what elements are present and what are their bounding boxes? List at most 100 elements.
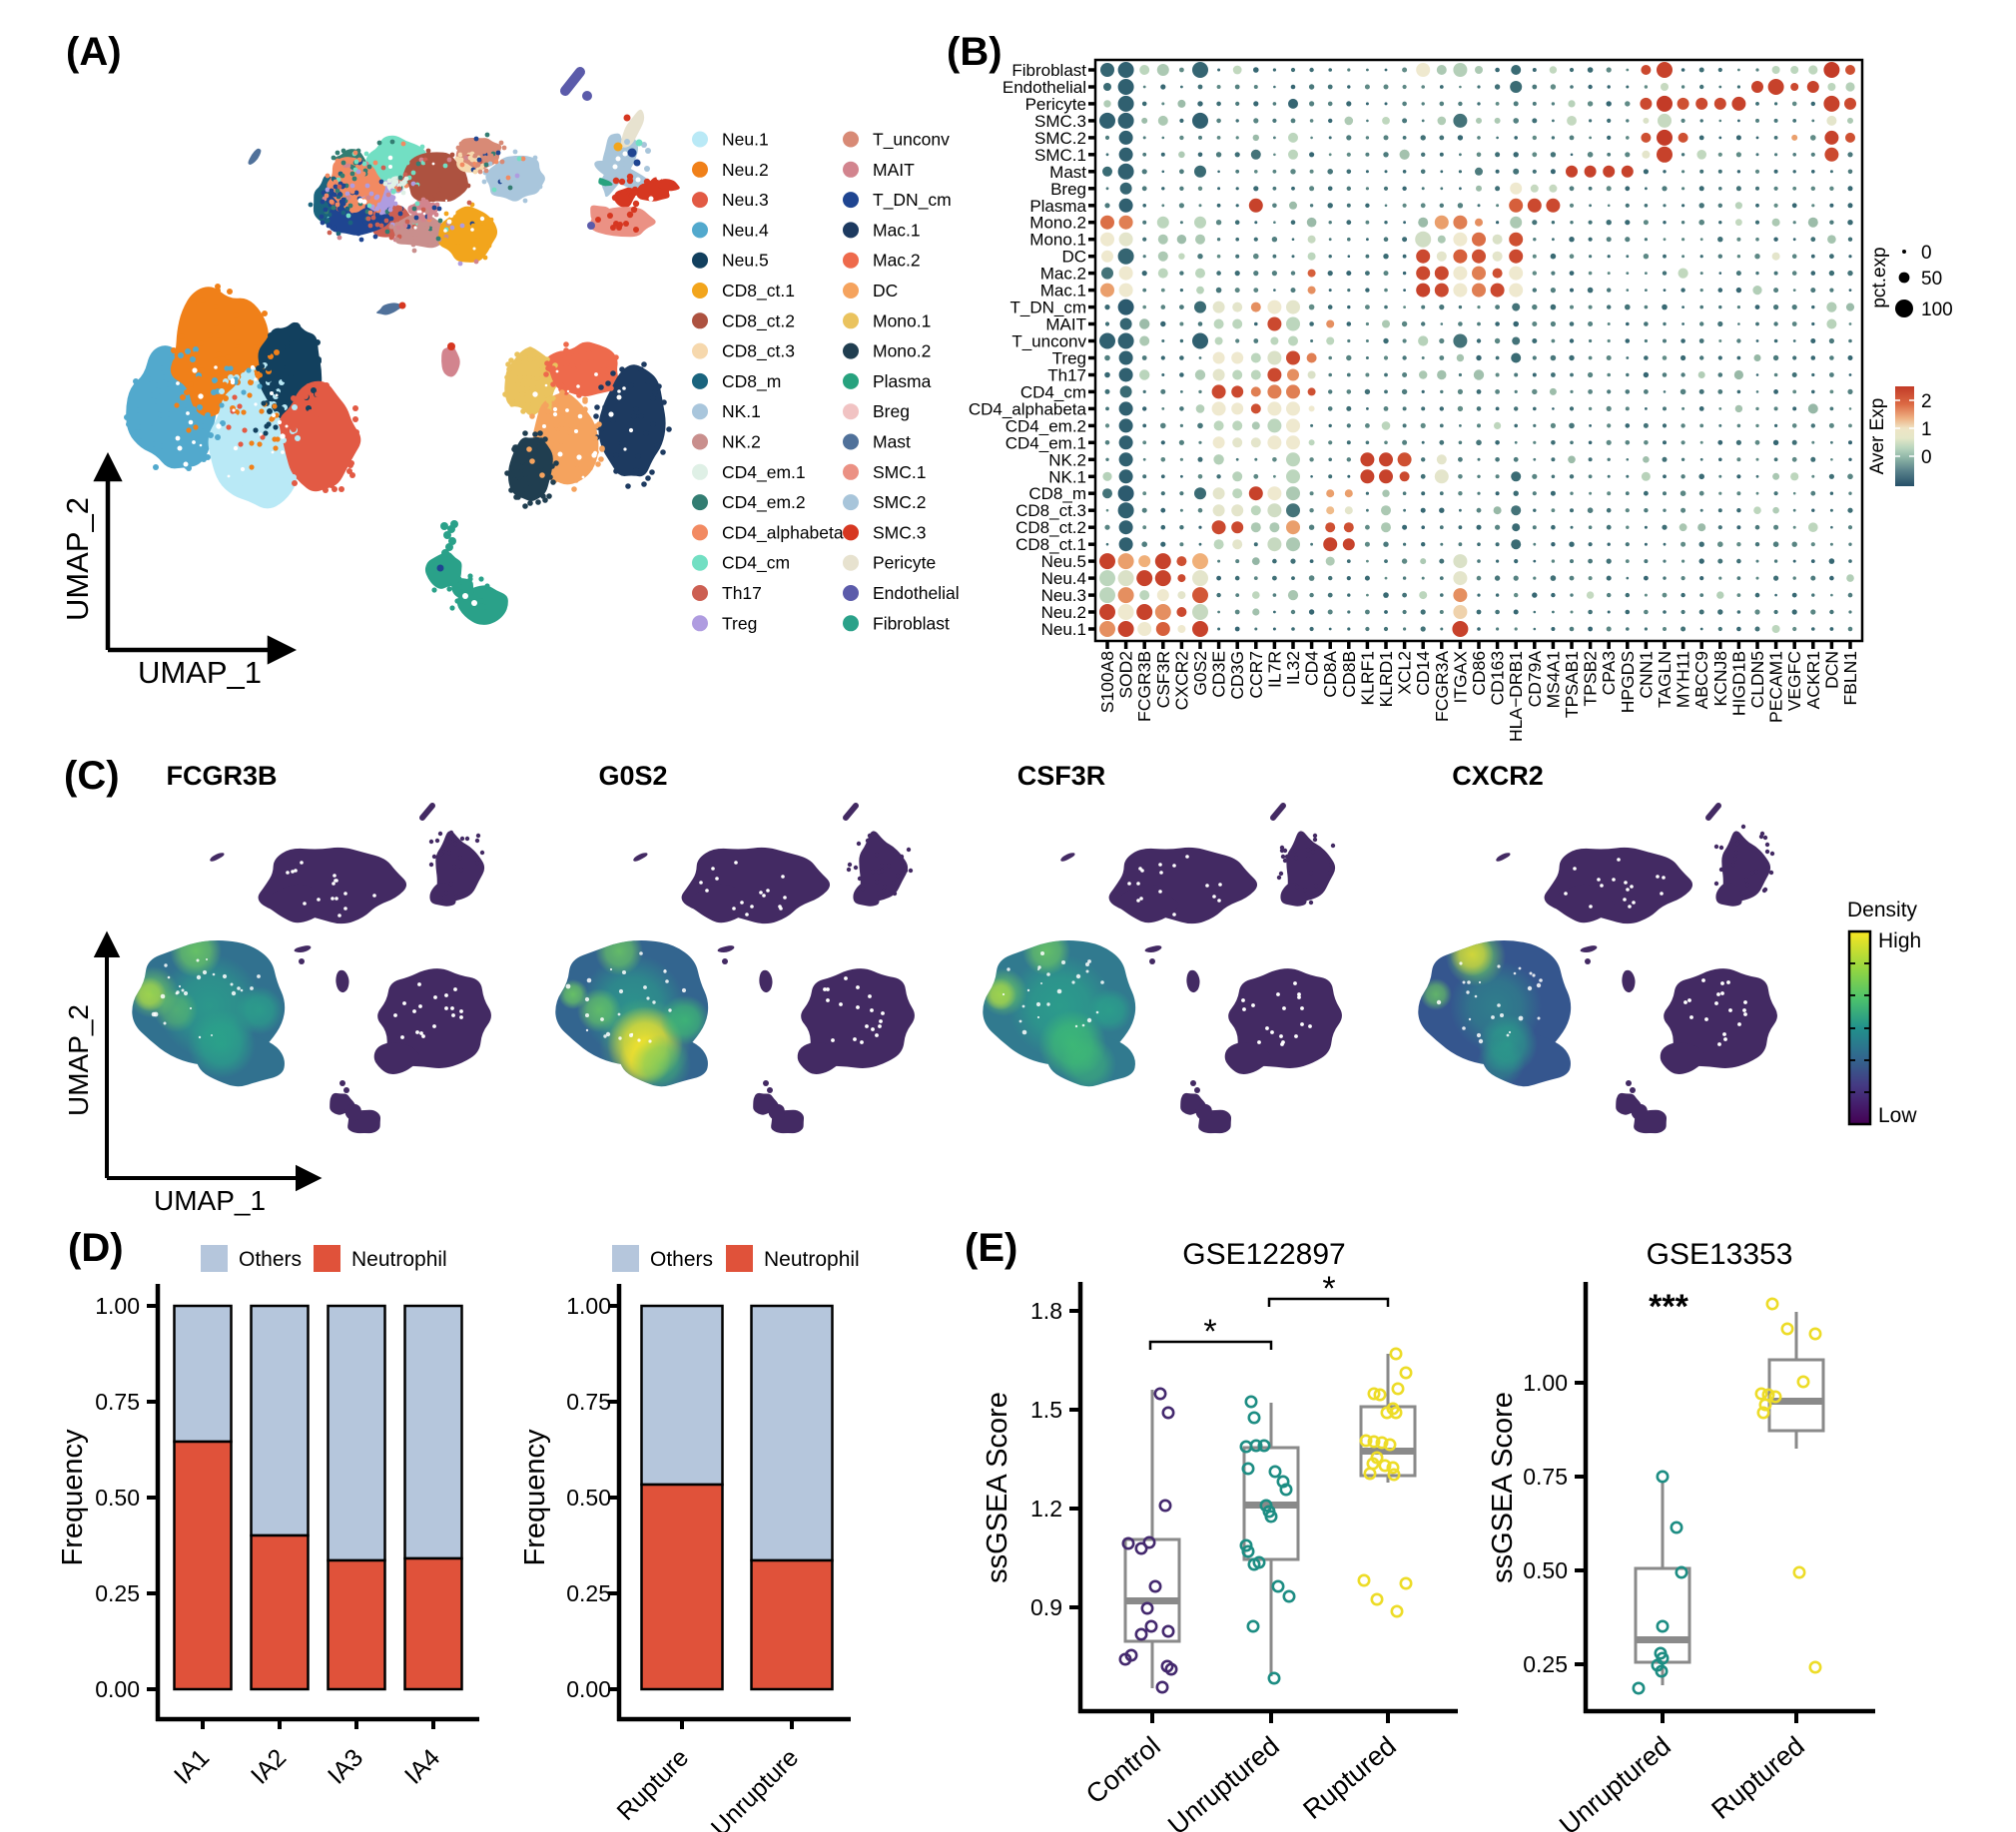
svg-text:DC: DC xyxy=(1061,248,1086,267)
svg-text:0.75: 0.75 xyxy=(95,1389,140,1415)
svg-text:T_DN_cm: T_DN_cm xyxy=(873,190,952,211)
svg-text:*: * xyxy=(1322,1270,1335,1308)
svg-text:Mono.2: Mono.2 xyxy=(1029,214,1086,233)
svg-text:1.5: 1.5 xyxy=(1030,1397,1062,1423)
svg-text:MAIT: MAIT xyxy=(1045,315,1086,334)
svg-text:CD8_m: CD8_m xyxy=(1028,484,1086,503)
svg-text:(E): (E) xyxy=(965,1226,1017,1270)
svg-text:UMAP_2: UMAP_2 xyxy=(63,1004,94,1116)
svg-text:SMC.2: SMC.2 xyxy=(873,492,926,512)
svg-text:1.00: 1.00 xyxy=(95,1293,140,1319)
svg-text:CD8B: CD8B xyxy=(1339,651,1359,698)
svg-text:IA4: IA4 xyxy=(399,1743,445,1789)
svg-text:MS4A1: MS4A1 xyxy=(1543,651,1563,708)
svg-text:CD8_ct.3: CD8_ct.3 xyxy=(1015,501,1086,520)
svg-text:0.25: 0.25 xyxy=(566,1580,611,1606)
svg-text:CD14: CD14 xyxy=(1413,651,1433,696)
svg-text:NK.2: NK.2 xyxy=(1048,450,1086,469)
svg-text:UMAP_2: UMAP_2 xyxy=(60,497,95,621)
svg-text:CD4_cm: CD4_cm xyxy=(722,553,790,574)
svg-text:XCL2: XCL2 xyxy=(1395,651,1415,695)
svg-text:Ruptured: Ruptured xyxy=(1297,1731,1401,1825)
svg-text:Rupture: Rupture xyxy=(612,1743,695,1826)
svg-text:CD8_ct.2: CD8_ct.2 xyxy=(1015,518,1086,537)
svg-text:Mast: Mast xyxy=(873,432,911,452)
svg-text:Endothelial: Endothelial xyxy=(873,583,960,603)
svg-text:Mac.2: Mac.2 xyxy=(1040,265,1086,284)
svg-text:G0S2: G0S2 xyxy=(598,761,667,791)
svg-text:IL7R: IL7R xyxy=(1264,651,1284,688)
svg-text:pct.exp: pct.exp xyxy=(1869,247,1890,307)
svg-text:CD8_ct.2: CD8_ct.2 xyxy=(722,310,795,331)
svg-text:CPA3: CPA3 xyxy=(1599,651,1619,695)
svg-text:Mono.1: Mono.1 xyxy=(1029,231,1086,250)
svg-text:TPSB2: TPSB2 xyxy=(1581,651,1601,706)
svg-text:KCNJ8: KCNJ8 xyxy=(1710,651,1730,706)
svg-text:CD4: CD4 xyxy=(1302,651,1322,686)
svg-text:IA3: IA3 xyxy=(323,1743,368,1789)
svg-text:CD4_em.2: CD4_em.2 xyxy=(722,492,806,513)
svg-text:PECAM1: PECAM1 xyxy=(1766,651,1786,723)
svg-text:(B): (B) xyxy=(947,30,1003,74)
svg-text:0.75: 0.75 xyxy=(566,1389,611,1415)
svg-text:MYH11: MYH11 xyxy=(1674,651,1693,708)
svg-text:Breg: Breg xyxy=(873,401,910,421)
svg-text:*: * xyxy=(1203,1313,1216,1351)
svg-text:0.75: 0.75 xyxy=(1523,1464,1568,1490)
svg-text:NK.1: NK.1 xyxy=(1048,467,1086,486)
svg-text:Frequency: Frequency xyxy=(57,1429,89,1566)
svg-text:HPGDS: HPGDS xyxy=(1618,651,1638,713)
svg-text:CCR7: CCR7 xyxy=(1246,651,1266,699)
svg-text:0.50: 0.50 xyxy=(1523,1557,1568,1583)
svg-text:GSE122897: GSE122897 xyxy=(1182,1238,1345,1271)
svg-text:Ruptured: Ruptured xyxy=(1705,1731,1809,1825)
svg-text:T_DN_cm: T_DN_cm xyxy=(1009,299,1086,317)
svg-text:T_unconv: T_unconv xyxy=(873,130,950,151)
svg-text:CSF3R: CSF3R xyxy=(1153,651,1173,708)
svg-text:FBLN1: FBLN1 xyxy=(1840,651,1860,705)
svg-text:Mono.2: Mono.2 xyxy=(873,341,931,361)
svg-text:ssGSEA Score: ssGSEA Score xyxy=(982,1392,1013,1583)
svg-text:SOD2: SOD2 xyxy=(1116,651,1136,699)
svg-text:SMC.3: SMC.3 xyxy=(873,522,926,542)
svg-text:CD4_cm: CD4_cm xyxy=(1020,382,1086,401)
svg-text:(D): (D) xyxy=(68,1226,124,1270)
svg-text:Neutrophil: Neutrophil xyxy=(351,1248,447,1271)
svg-text:CLDN5: CLDN5 xyxy=(1747,651,1767,708)
svg-text:1.00: 1.00 xyxy=(566,1293,611,1319)
svg-text:CD4_em.2: CD4_em.2 xyxy=(1006,416,1086,435)
svg-text:2: 2 xyxy=(1921,391,1932,412)
svg-text:CD4_alphabeta: CD4_alphabeta xyxy=(969,399,1087,418)
svg-text:0.25: 0.25 xyxy=(1523,1651,1568,1677)
svg-text:TAGLN: TAGLN xyxy=(1655,651,1675,708)
svg-text:High: High xyxy=(1878,929,1921,952)
svg-text:CD8_ct.1: CD8_ct.1 xyxy=(1015,535,1086,554)
svg-text:(A): (A) xyxy=(66,30,122,74)
svg-text:S100A8: S100A8 xyxy=(1097,651,1117,713)
svg-text:Breg: Breg xyxy=(1050,180,1086,199)
svg-text:Neu.3: Neu.3 xyxy=(722,190,769,210)
svg-text:0.50: 0.50 xyxy=(566,1485,611,1511)
svg-text:SMC.1: SMC.1 xyxy=(1034,146,1086,165)
svg-text:DCN: DCN xyxy=(1821,651,1841,689)
svg-text:0.50: 0.50 xyxy=(95,1485,140,1511)
svg-text:Density: Density xyxy=(1847,899,1918,921)
svg-text:Mac.2: Mac.2 xyxy=(873,251,921,271)
svg-text:Frequency: Frequency xyxy=(519,1429,551,1566)
svg-text:HLA−DRB1: HLA−DRB1 xyxy=(1506,651,1526,742)
svg-text:G0S2: G0S2 xyxy=(1190,651,1210,696)
svg-text:IA2: IA2 xyxy=(246,1743,292,1789)
svg-text:CD8_m: CD8_m xyxy=(722,371,781,392)
svg-text:Neu.5: Neu.5 xyxy=(722,251,769,271)
svg-text:GSE13353: GSE13353 xyxy=(1647,1238,1793,1271)
svg-text:1.2: 1.2 xyxy=(1030,1496,1062,1522)
svg-text:CD8_ct.1: CD8_ct.1 xyxy=(722,281,795,302)
svg-text:CD4_em.1: CD4_em.1 xyxy=(722,462,806,483)
svg-text:***: *** xyxy=(1649,1288,1688,1326)
svg-text:Fibroblast: Fibroblast xyxy=(873,613,950,633)
svg-text:ACKR1: ACKR1 xyxy=(1803,651,1823,709)
svg-text:CNN1: CNN1 xyxy=(1636,651,1656,699)
svg-text:Neu.4: Neu.4 xyxy=(722,220,769,240)
svg-text:FCGR3A: FCGR3A xyxy=(1432,651,1452,722)
svg-text:ITGAX: ITGAX xyxy=(1450,651,1470,704)
